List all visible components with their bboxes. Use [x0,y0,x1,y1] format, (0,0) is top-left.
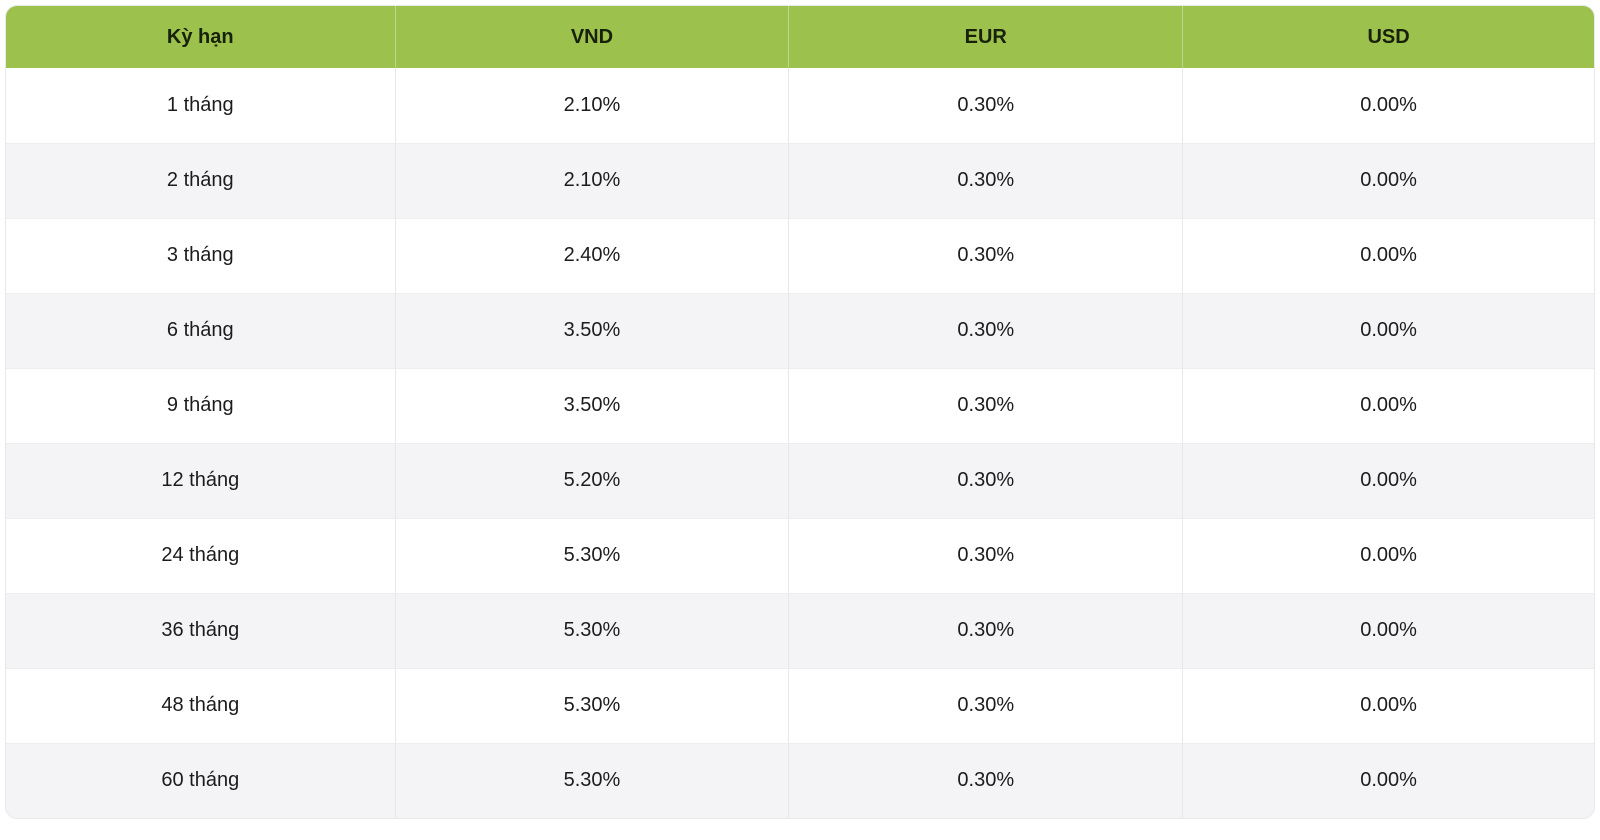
table-row: 48 tháng 5.30% 0.30% 0.00% [6,667,1594,743]
rate-cell: 0.00% [1182,667,1594,743]
rate-cell: 0.30% [788,292,1183,368]
table-row: 1 tháng 2.10% 0.30% 0.00% [6,68,1594,143]
rate-cell: 0.30% [788,517,1183,593]
table-row: 36 tháng 5.30% 0.30% 0.00% [6,592,1594,668]
interest-rate-table: Kỳ hạn VND EUR USD 1 tháng 2.10% 0.30% 0.00… [5,5,1595,819]
header-currency-vnd: VND [394,6,789,68]
rate-cell: 0.00% [1182,292,1594,368]
rate-cell: 3.50% [394,292,789,368]
rate-cell: 0.00% [1182,592,1594,668]
table-row: 60 tháng 5.30% 0.30% 0.00% [6,742,1594,818]
term-cell: 1 tháng [6,68,396,143]
header-currency-eur: EUR [788,6,1183,68]
rate-cell: 2.40% [394,217,789,293]
rate-cell: 2.10% [394,68,789,143]
table-header: Kỳ hạn VND EUR USD [6,6,1594,68]
rate-cell: 0.30% [788,592,1183,668]
rate-cell: 0.30% [788,742,1183,818]
table-row: 9 tháng 3.50% 0.30% 0.00% [6,367,1594,443]
rate-table-body: 1 tháng 2.10% 0.30% 0.00% 2 tháng 2.10% 0.30% 0… [6,68,1594,818]
term-cell: 6 tháng [6,292,396,368]
table-row: 6 tháng 3.50% 0.30% 0.00% [6,292,1594,368]
rate-cell: 5.30% [394,517,789,593]
term-cell: 12 tháng [6,442,396,518]
table-row: 24 tháng 5.30% 0.30% 0.00% [6,517,1594,593]
rate-cell: 5.30% [394,667,789,743]
rate-cell: 0.30% [788,142,1183,218]
term-cell: 24 tháng [6,517,396,593]
term-cell: 9 tháng [6,367,396,443]
rate-cell: 2.10% [394,142,789,218]
rate-cell: 0.30% [788,68,1183,143]
header-term: Kỳ hạn [6,6,396,68]
rate-cell: 0.00% [1182,142,1594,218]
rate-cell: 0.00% [1182,68,1594,143]
term-cell: 2 tháng [6,142,396,218]
rate-cell: 0.00% [1182,217,1594,293]
term-cell: 36 tháng [6,592,396,668]
rate-cell: 0.00% [1182,367,1594,443]
term-cell: 60 tháng [6,742,396,818]
rate-cell: 5.30% [394,742,789,818]
table-row: 3 tháng 2.40% 0.30% 0.00% [6,217,1594,293]
term-cell: 3 tháng [6,217,396,293]
rate-cell: 0.30% [788,667,1183,743]
rate-cell: 0.00% [1182,517,1594,593]
rate-cell: 0.30% [788,442,1183,518]
table-row: 2 tháng 2.10% 0.30% 0.00% [6,142,1594,218]
term-cell: 48 tháng [6,667,396,743]
rate-cell: 5.30% [394,592,789,668]
rate-cell: 3.50% [394,367,789,443]
rate-cell: 0.30% [788,367,1183,443]
rate-cell: 0.00% [1182,442,1594,518]
header-currency-usd: USD [1182,6,1594,68]
table-row: 12 tháng 5.20% 0.30% 0.00% [6,442,1594,518]
rate-cell: 0.00% [1182,742,1594,818]
rate-cell: 0.30% [788,217,1183,293]
rate-cell: 5.20% [394,442,789,518]
